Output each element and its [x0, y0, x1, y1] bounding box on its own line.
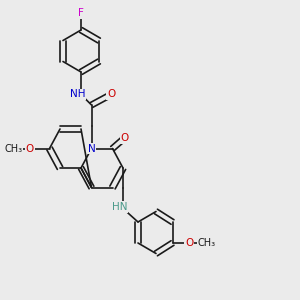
Text: O: O — [26, 143, 34, 154]
Text: CH₃: CH₃ — [198, 238, 216, 248]
Text: O: O — [107, 89, 115, 100]
Text: F: F — [78, 8, 84, 19]
Text: HN: HN — [112, 202, 127, 212]
Text: NH: NH — [70, 89, 86, 100]
Text: CH₃: CH₃ — [4, 143, 22, 154]
Text: O: O — [185, 238, 193, 248]
Text: N: N — [88, 143, 95, 154]
Text: O: O — [120, 133, 129, 143]
